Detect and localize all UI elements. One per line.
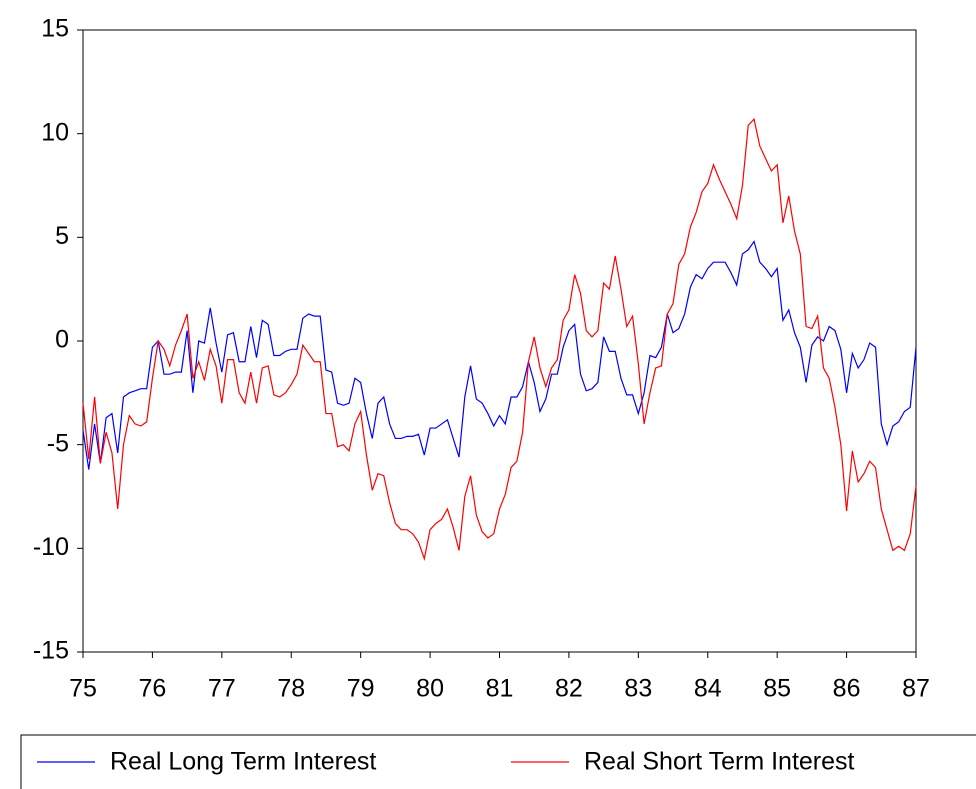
x-tick-label: 79: [347, 675, 375, 703]
line-series: [82, 240, 917, 470]
line-series: [82, 117, 917, 561]
x-tick-label: 76: [139, 675, 167, 703]
x-tick-label: 87: [902, 675, 930, 703]
x-tick-label: 80: [416, 675, 444, 703]
y-tick-label: 10: [41, 118, 69, 146]
y-tick-label: 5: [55, 222, 69, 250]
y-tick-label: -5: [47, 429, 69, 457]
y-tick-label: -15: [33, 637, 69, 665]
x-tick-label: 77: [208, 675, 236, 703]
x-tick-label: 85: [763, 675, 791, 703]
x-tick-label: 84: [694, 675, 722, 703]
legend-box: [20, 734, 976, 789]
x-tick-label: 83: [624, 675, 652, 703]
y-tick-label: 0: [55, 326, 69, 354]
y-tick-label: 15: [41, 15, 69, 43]
x-tick-label: 86: [833, 675, 861, 703]
x-tick-label: 82: [555, 675, 583, 703]
legend-label: Real Long Term Interest: [110, 748, 376, 776]
y-tick-label: -10: [33, 533, 69, 561]
x-tick-label: 81: [486, 675, 514, 703]
plot-frame: [82, 29, 917, 653]
legend-label: Real Short Term Interest: [584, 748, 855, 776]
x-tick-label: 78: [277, 675, 305, 703]
x-tick-label: 75: [69, 675, 97, 703]
